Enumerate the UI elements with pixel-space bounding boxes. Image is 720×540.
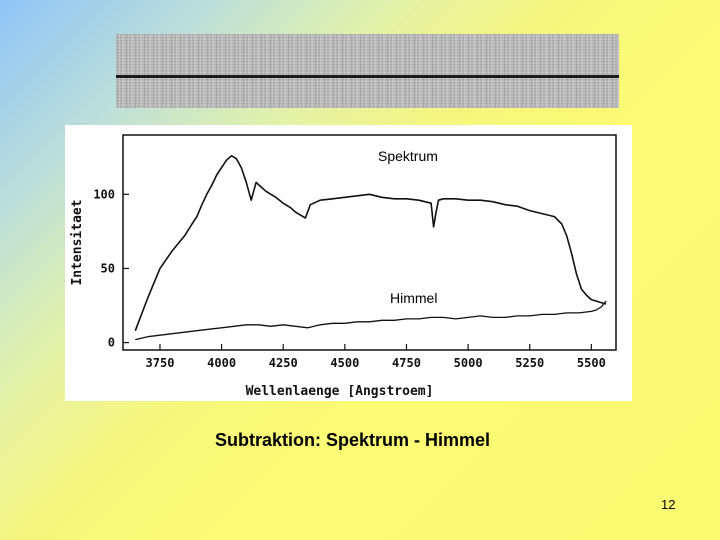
y-tick-label: 0 [108,336,115,350]
sky-label: Himmel [390,290,438,306]
sky-series-line [135,300,607,341]
y-axis-title: Intensitaet [70,199,85,285]
x-tick-label: 4500 [330,356,359,370]
x-tick-label: 5250 [515,356,544,370]
spectrum-plot: 3750 4000 4250 4500 4750 5000 5250 5500 0 50 100 We… [65,125,632,401]
x-tick-label: 4000 [207,356,236,370]
page-number: 12 [661,497,676,512]
spectrum-strip-image [116,34,619,108]
x-tick-label: 4250 [269,356,298,370]
spectrum-strip-trace [116,75,619,78]
spectrum-label: Spektrum [378,148,438,164]
plot-frame [122,134,617,351]
y-tick-label: 100 [93,187,115,201]
x-axis-title: Wellenlaenge [Angstroem] [246,384,434,399]
x-tick-label: 5500 [577,356,606,370]
slide-caption: Subtraktion: Spektrum - Himmel [215,430,491,450]
y-tick-label: 50 [101,261,115,275]
spectrum-plot-svg: 3750 4000 4250 4500 4750 5000 5250 5500 0 50 100 We… [70,134,617,399]
spectrum-strip-noise [116,34,619,108]
x-tick-label: 3750 [146,356,175,370]
spectrum-series-line [134,154,607,331]
x-tick-label: 4750 [392,356,421,370]
x-tick-label: 5000 [454,356,483,370]
